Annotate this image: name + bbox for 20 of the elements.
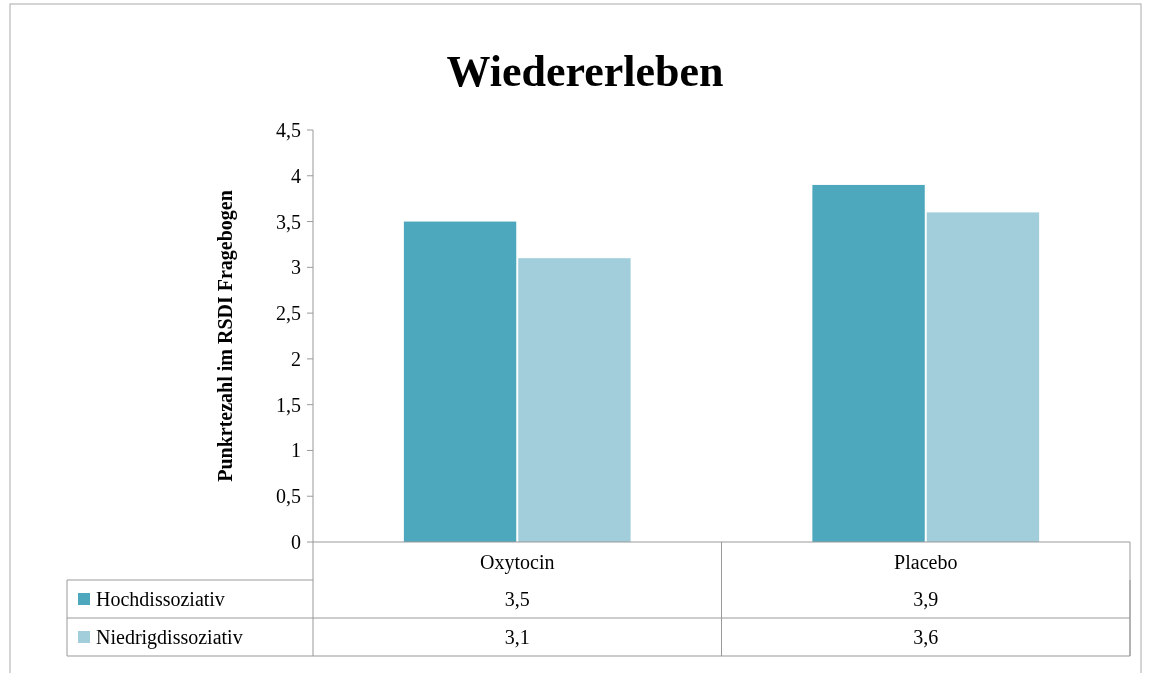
x-tick-label: Placebo <box>894 551 958 573</box>
x-tick-label: Oxytocin <box>480 551 555 574</box>
legend-label: Niedrigdissoziativ <box>96 626 243 649</box>
y-tick-label: 3,5 <box>276 210 301 233</box>
y-tick-label: 2,5 <box>276 302 301 325</box>
data-label: 3,5 <box>504 588 530 610</box>
legend-label: Hochdissoziativ <box>96 588 225 610</box>
data-label: 3,1 <box>504 626 530 648</box>
y-tick-label: 4 <box>291 164 301 187</box>
y-tick-label: 1 <box>291 439 301 462</box>
y-tick-label: 2 <box>291 347 301 370</box>
y-tick-label: 1,5 <box>276 393 301 416</box>
data-label: 3,6 <box>913 626 939 648</box>
chart-title: Wiedererleben <box>446 47 724 96</box>
data-label: 3,9 <box>913 588 939 610</box>
y-tick-label: 4,5 <box>276 119 301 141</box>
y-tick-label: 0,5 <box>276 485 301 508</box>
y-tick-label: 0 <box>291 531 301 553</box>
y-axis-title: Punkrtezahl im RSDI Fragebogen <box>214 190 237 482</box>
y-tick-label: 3 <box>291 256 301 279</box>
